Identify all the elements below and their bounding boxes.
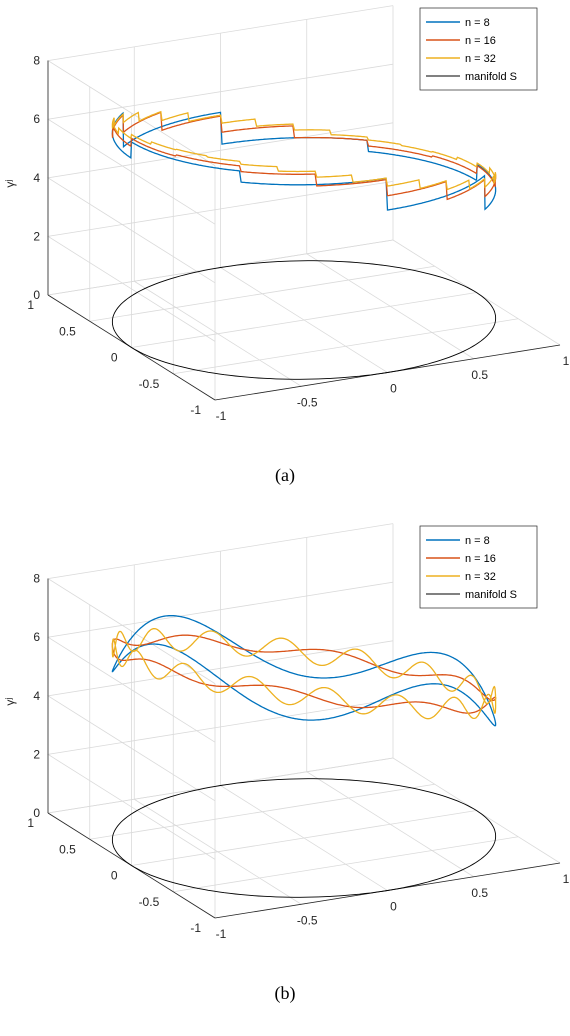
figure-caption: (b)	[275, 983, 296, 1004]
y-tick-label: 0	[111, 869, 118, 883]
figure-caption: (a)	[275, 465, 295, 486]
series-line-n16	[111, 111, 497, 201]
z-tick-label: 2	[33, 747, 40, 761]
floor-gridline-y	[131, 292, 477, 348]
y-tick-label: -1	[190, 403, 201, 417]
legend: n = 8 n = 16 n = 32 manifold S	[419, 525, 538, 609]
z-tick-label: 4	[33, 689, 40, 703]
series-line-n32	[111, 627, 497, 720]
floor-gridline-y	[89, 265, 435, 322]
z-gridline	[46, 523, 394, 684]
z-tick-label: 0	[33, 806, 40, 820]
legend-label: n = 32	[465, 571, 496, 583]
y-tick-label: 1	[27, 298, 34, 312]
legend-label: n = 16	[465, 35, 496, 47]
x-tick-label: 0.5	[471, 886, 488, 900]
z-tick-label: 4	[33, 171, 40, 185]
floor-gridline-y	[131, 810, 477, 866]
z-tick-label: 8	[33, 54, 40, 68]
x-tick-label: 0	[390, 900, 397, 914]
legend: n = 8 n = 16 n = 32 manifold S	[419, 7, 538, 91]
x-tick-label: 1	[563, 872, 570, 886]
y-tick-label: 1	[27, 816, 34, 830]
y-tick-label: 0.5	[59, 324, 76, 338]
x-tick-label: -0.5	[297, 395, 318, 409]
series-manifold-S	[111, 778, 497, 898]
floor-gridline-x	[306, 771, 474, 878]
floor-gridline-x	[306, 253, 474, 360]
series-line-n32	[111, 110, 497, 191]
z-axis-label: γʲ	[3, 698, 17, 706]
series-line-n16	[111, 634, 497, 714]
z-tick-label: 6	[33, 630, 40, 644]
floor-gridline-y	[89, 783, 435, 840]
x-tick-label: 1	[563, 354, 570, 368]
z-tick-label: 0	[33, 288, 40, 302]
x-tick-label: -1	[216, 409, 227, 423]
legend-label: manifold S	[465, 589, 517, 601]
y-tick-label: 0.5	[59, 842, 76, 856]
x-tick-label: 0	[390, 382, 397, 396]
z-tick-label: 8	[33, 572, 40, 586]
z-axis-label: γʲ	[3, 180, 17, 188]
x-tick-label: -1	[216, 927, 227, 941]
series-manifold-S	[111, 260, 497, 380]
x-tick-label: -0.5	[297, 913, 318, 927]
y-tick-label: 0	[111, 351, 118, 365]
legend-label: n = 16	[465, 553, 496, 565]
legend-label: manifold S	[465, 71, 517, 83]
z-tick-label: 6	[33, 112, 40, 126]
y-tick-label: -0.5	[139, 377, 160, 391]
legend-label: n = 32	[465, 53, 496, 65]
z-tick-label: 2	[33, 229, 40, 243]
series-line-n8	[111, 615, 497, 727]
y-tick-label: -0.5	[139, 895, 160, 909]
legend-label: n = 8	[465, 17, 490, 29]
legend-label: n = 8	[465, 535, 490, 547]
x-tick-label: 0.5	[471, 368, 488, 382]
y-tick-label: -1	[190, 921, 201, 935]
